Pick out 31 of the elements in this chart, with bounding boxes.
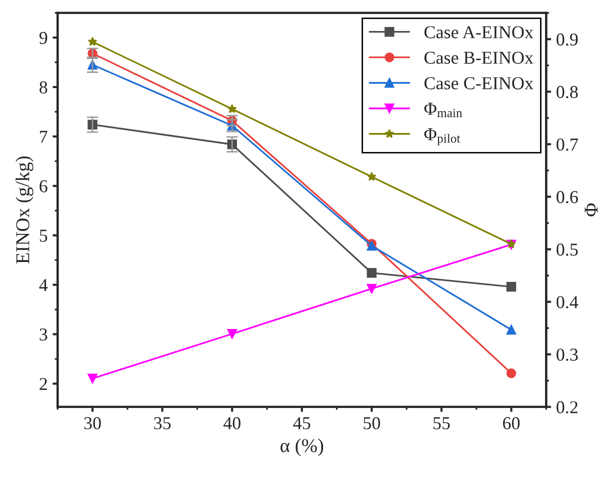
y-tick-label: 4 xyxy=(39,279,48,292)
legend-label: Φ$_{pilot}$ xyxy=(424,128,460,146)
y-tick-label: 9 xyxy=(39,32,48,44)
y-axis-title: EINOx (g/kg) xyxy=(16,156,34,264)
y-tick-label: 2 xyxy=(40,378,47,390)
x-tick-label: 30 xyxy=(84,417,101,430)
legend-label: Φ$_{main}$ xyxy=(424,102,462,118)
y2-tick-label: 0.4 xyxy=(556,296,578,308)
x-tick-label: 55 xyxy=(434,417,450,430)
y2-tick-label: 0.5 xyxy=(556,244,578,256)
y2-axis-title: Φ xyxy=(584,203,598,216)
y-tick-label: 6 xyxy=(40,180,48,192)
y2-tick-label: 0.3 xyxy=(556,348,578,361)
legend-label: Case B-EINOx xyxy=(424,52,534,64)
x-axis-title: α (%) xyxy=(280,438,324,456)
y-tick-label: 7 xyxy=(40,130,48,143)
y2-tick-label: 0.2 xyxy=(556,401,578,414)
x-tick-label: 60 xyxy=(503,417,520,430)
y2-tick-label: 0.9 xyxy=(556,33,578,46)
legend-label: Case C-EINOx xyxy=(424,77,534,90)
x-tick-label: 50 xyxy=(364,417,380,430)
y2-tick-label: 0.6 xyxy=(556,191,578,204)
y2-tick-label: 0.8 xyxy=(556,86,578,98)
x-tick-label: 45 xyxy=(293,417,310,430)
y-tick-label: 3 xyxy=(40,328,48,341)
x-tick-label: 35 xyxy=(154,417,171,430)
legend-label: Case A-EINOx xyxy=(424,26,534,38)
x-tick-label: 40 xyxy=(223,417,240,430)
y-tick-label: 8 xyxy=(40,81,48,94)
y-tick-label: 5 xyxy=(40,230,48,242)
y2-tick-label: 0.7 xyxy=(556,138,578,151)
